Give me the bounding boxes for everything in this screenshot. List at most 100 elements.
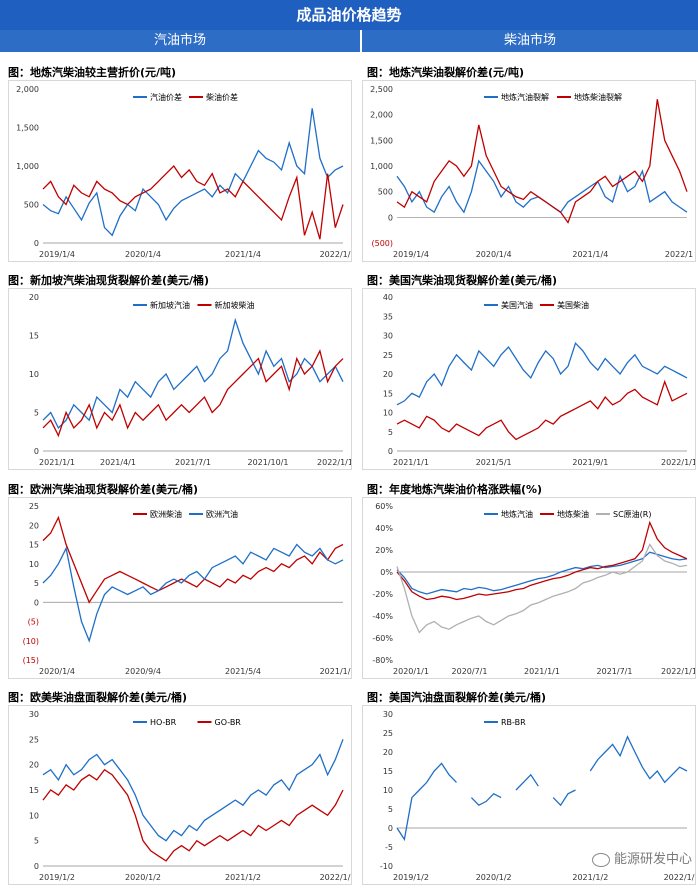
chart-6-y-tick: 0: [34, 862, 39, 871]
chart-5-y-tick: -40%: [372, 612, 393, 621]
watermark-text: 能源研发中心: [613, 852, 692, 867]
chart-7-y-tick: -5: [385, 843, 393, 852]
chart-4-y-tick: 15: [29, 541, 39, 550]
chart-1-series-0-line: [396, 159, 688, 214]
chart-6-x-tick: 2022/1/: [320, 873, 351, 882]
chart-5-x-tick: 2020/7/1: [452, 667, 488, 676]
chart-title-5: 图：年度地炼汽柴油价格涨跌幅(%): [367, 483, 543, 496]
chart-3: 40 35 30 25 20 15 10 5 0 2021/1/1 2021/5/1 2021/9/1…: [362, 288, 696, 470]
chart-3-x-tick: 2021/1/1: [393, 458, 429, 467]
chart-6-y-tick: 5: [34, 837, 39, 846]
chart-4-series-0-line: [42, 515, 344, 604]
chart-2-x-tick: 2021/10/1: [247, 458, 288, 467]
chart-3-x-tick: 2021/5/1: [476, 458, 512, 467]
chart-3-series-1-line: [396, 379, 688, 441]
chart-5-svg: 60% 40% 20% 0% -20% -40% -60% -80%2020/1/1 2020/…: [372, 502, 695, 676]
chart-1-svg: 2,500 2,000 1,500 1,000 500 0 (500)2019/1/4 202…: [370, 85, 693, 259]
chart-3-y-tick: 5: [388, 428, 393, 437]
chart-4-legend-label: 欧洲柴油: [150, 509, 182, 519]
chart-1-y-tick: 2,500: [370, 85, 393, 94]
chart-2-y-tick: 5: [34, 409, 39, 418]
chart-1-series-1-line: [396, 99, 688, 224]
chart-2-series-0-line: [42, 317, 344, 429]
chart-7-y-tick: 25: [383, 729, 393, 738]
chart-2-y-tick: 10: [29, 370, 39, 379]
chart-5-y-tick: 40%: [375, 524, 393, 533]
chart-2-x-tick: 2022/1/1: [317, 458, 351, 467]
chart-2-legend-label: 新加坡汽油: [150, 300, 190, 310]
chart-0-y-tick: 1,500: [16, 124, 39, 133]
chart-5-series-0-line: [396, 551, 688, 595]
chart-0-series-1-line: [42, 164, 344, 240]
chart-3-series-0-line: [396, 341, 688, 406]
chart-0-y-tick: 2,000: [16, 85, 39, 94]
chart-5-y-tick: -60%: [372, 634, 393, 643]
chart-3-y-tick: 35: [383, 312, 393, 321]
chart-4: 25 20 15 10 5 0 (5) (10) (15) 2020/1/4 2020/9/4 202…: [8, 497, 352, 679]
chart-3-legend-label: 美国汽油: [501, 300, 533, 310]
chart-2-y-tick: 15: [29, 332, 39, 341]
chart-title-3: 图：美国汽柴油现货裂解价差(美元/桶): [367, 274, 558, 287]
chart-0-legend-label: 柴油价差: [206, 92, 238, 102]
watermark: 能源研发中心: [591, 848, 692, 867]
chart-0-series-0-line: [42, 108, 344, 237]
chart-5-y-tick: 20%: [375, 546, 393, 555]
chart-4-x-tick: 2020/1/4: [39, 667, 75, 676]
chart-2: 20 15 10 5 0 2021/1/1 2021/4/1 2021/7/1 2021/10/…: [8, 288, 352, 470]
chart-5-legend-label: 地炼柴油: [557, 509, 589, 519]
chart-1: 2,500 2,000 1,500 1,000 500 0 (500) 2019/1/4 202…: [362, 80, 696, 262]
chart-7-x-tick: 2021/1/2: [572, 873, 608, 882]
chart-3-y-tick: 15: [383, 389, 393, 398]
chart-5-legend-label: 地炼汽油: [501, 509, 533, 519]
chart-7-x-tick: 2022/1/: [664, 873, 695, 882]
chart-6-legend-label: HO-BR: [150, 718, 177, 727]
wechat-icon: [591, 852, 610, 867]
chart-4-y-tick: (5): [28, 618, 39, 627]
header-divider: [360, 30, 362, 52]
chart-6: 30 25 20 15 10 5 0 2019/1/2 2020/1/2 2021/1/2 2022…: [8, 705, 352, 885]
chart-0-y-tick: 0: [34, 239, 39, 248]
chart-1-legend-label: 地炼柴油裂解: [574, 92, 622, 102]
chart-4-y-tick: 5: [34, 579, 39, 588]
chart-2-y-tick: 20: [29, 293, 39, 302]
chart-3-y-tick: 10: [383, 409, 393, 418]
chart-4-x-tick: 2021/5/4: [225, 667, 261, 676]
chart-2-x-tick: 2021/7/1: [175, 458, 211, 467]
chart-0-legend-label: 汽油价差: [150, 92, 182, 102]
chart-3-y-tick: 25: [383, 351, 393, 360]
chart-3-y-tick: 40: [383, 293, 393, 302]
tab-gasoline-market[interactable]: 汽油市场: [0, 30, 360, 52]
chart-4-x-tick: 2020/9/4: [125, 667, 161, 676]
chart-0-x-tick: 2019/1/4: [39, 250, 75, 259]
chart-5-x-tick: 2021/7/1: [597, 667, 633, 676]
chart-4-y-tick: (15): [23, 656, 39, 665]
chart-0-y-tick: 1,000: [16, 162, 39, 171]
chart-5-x-tick: 2022/1/1: [661, 667, 695, 676]
chart-title-0: 图：地炼汽柴油较主营折价(元/吨): [8, 66, 177, 79]
chart-6-legend-label: GO-BR: [215, 718, 242, 727]
chart-0-y-tick: 500: [24, 201, 39, 210]
chart-7-y-tick: 15: [383, 767, 393, 776]
chart-4-svg: 25 20 15 10 5 0 (5) (10) (15)2020/1/4 2020/9/4 202…: [23, 502, 351, 676]
chart-2-series-1-line: [42, 349, 344, 438]
chart-6-series-1-line: [42, 768, 344, 862]
chart-7-y-tick: -10: [380, 862, 393, 871]
chart-6-x-tick: 2019/1/2: [39, 873, 75, 882]
tab-diesel-market[interactable]: 柴油市场: [362, 30, 698, 52]
chart-1-legend-label: 地炼汽油裂解: [501, 92, 549, 102]
chart-1-y-tick: 2,000: [370, 111, 393, 120]
chart-1-x-tick: 2022/1: [665, 250, 693, 259]
chart-5-series-2-line: [396, 543, 688, 634]
chart-1-x-tick: 2021/1/4: [572, 250, 608, 259]
chart-4-y-tick: (10): [23, 637, 39, 646]
chart-5-y-tick: 0%: [380, 568, 393, 577]
chart-6-x-tick: 2021/1/2: [225, 873, 261, 882]
chart-5-y-tick: -80%: [372, 656, 393, 665]
chart-6-y-tick: 30: [29, 710, 39, 719]
chart-4-legend-label: 欧洲汽油: [206, 509, 238, 519]
chart-7-x-tick: 2019/1/2: [393, 873, 429, 882]
chart-title-2: 图：新加坡汽柴油现货裂解价差(美元/桶): [8, 274, 210, 287]
